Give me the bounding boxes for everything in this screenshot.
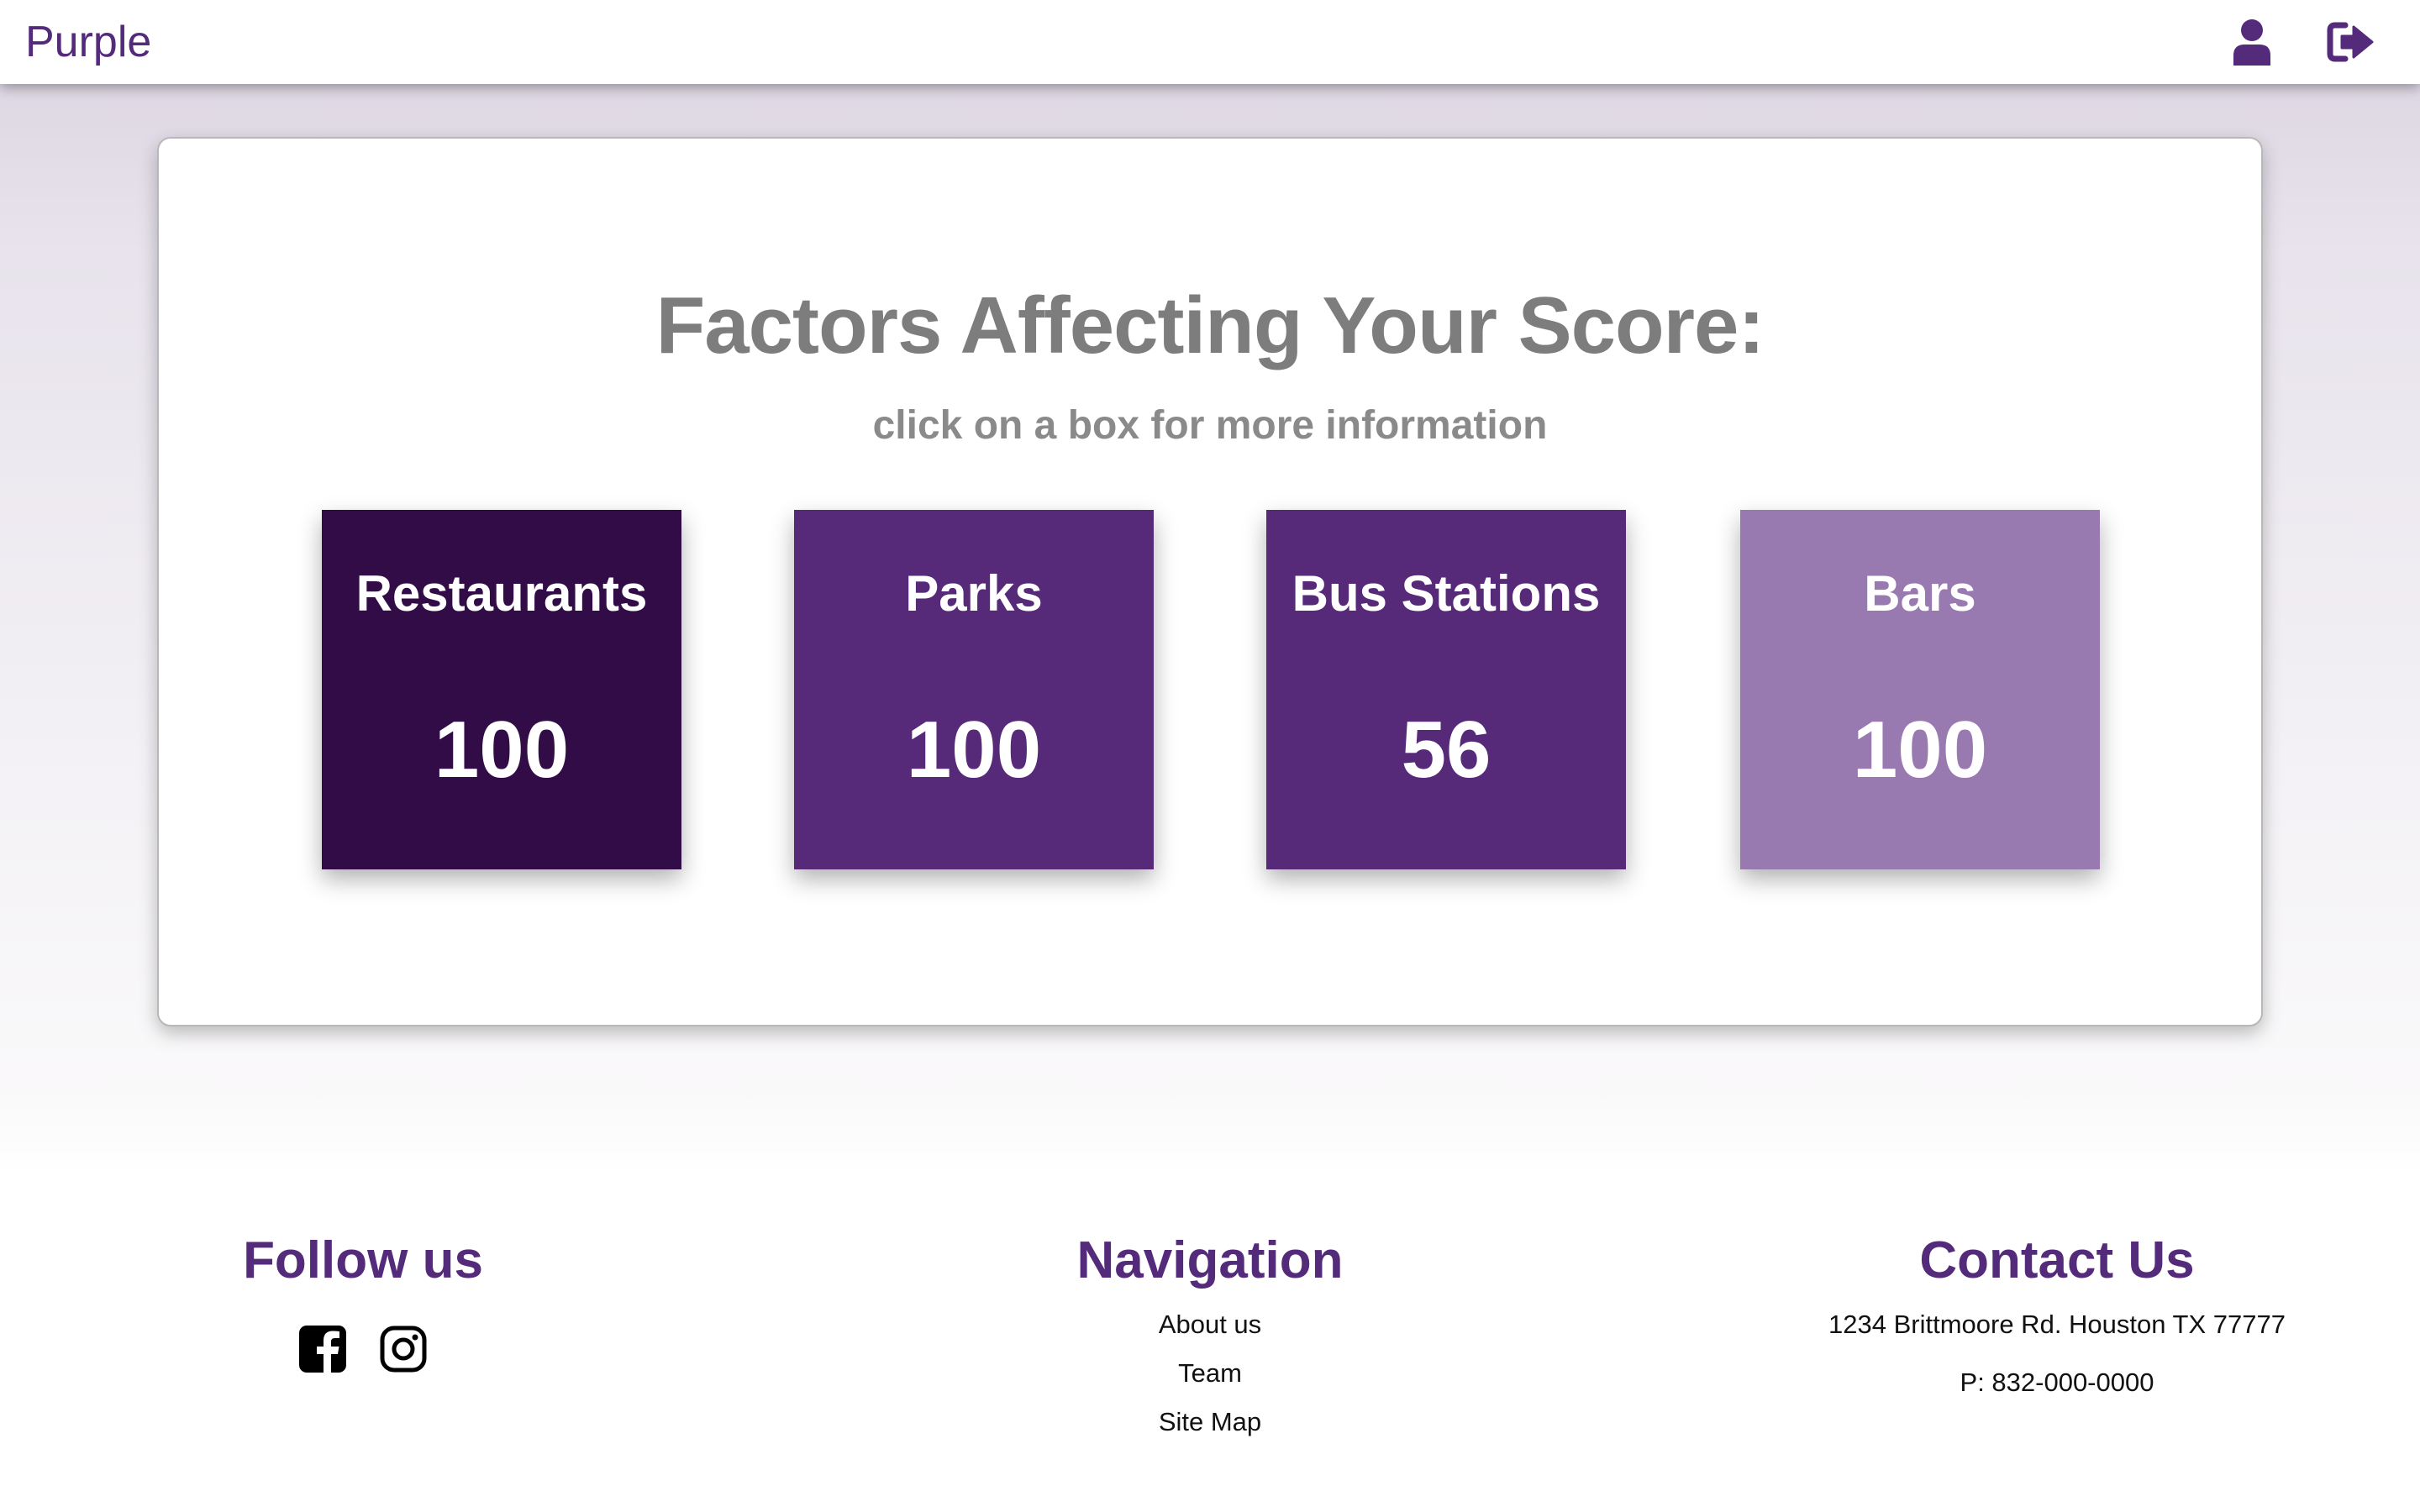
factor-box-bus-stations[interactable]: Bus Stations 56 xyxy=(1266,510,1626,869)
brand-logo-text[interactable]: Purple xyxy=(25,18,152,66)
footer-navigation-section: Navigation About us Team Site Map xyxy=(1042,1231,1378,1436)
factor-score: 56 xyxy=(1401,705,1491,795)
factor-score: 100 xyxy=(1852,705,1988,795)
instagram-icon[interactable] xyxy=(378,1324,429,1374)
contact-address: 1234 Brittmoore Rd. Houston TX 77777 xyxy=(1828,1310,2286,1339)
contact-phone: P: 832-000-0000 xyxy=(1960,1368,2154,1397)
sign-out-icon[interactable] xyxy=(2326,17,2376,67)
factor-score: 100 xyxy=(906,705,1042,795)
factor-box-parks[interactable]: Parks 100 xyxy=(794,510,1154,869)
page-subtitle: click on a box for more information xyxy=(872,403,1548,448)
page-title: Factors Affecting Your Score: xyxy=(655,281,1765,370)
score-factors-card: Factors Affecting Your Score: click on a… xyxy=(157,137,2263,1026)
factor-score: 100 xyxy=(434,705,570,795)
footer-link-about-us[interactable]: About us xyxy=(1158,1310,1262,1339)
footer-contact-section: Contact Us 1234 Brittmoore Rd. Houston T… xyxy=(1721,1231,2393,1397)
footer-link-team[interactable]: Team xyxy=(1178,1358,1242,1388)
follow-heading: Follow us xyxy=(243,1231,483,1289)
factor-name: Bus Stations xyxy=(1292,565,1601,622)
footer-follow-section: Follow us xyxy=(195,1235,531,1374)
top-navbar: Purple xyxy=(0,0,2420,84)
factor-name: Bars xyxy=(1864,565,1976,622)
facebook-icon[interactable] xyxy=(297,1324,348,1374)
factor-name: Parks xyxy=(905,565,1043,622)
navigation-heading: Navigation xyxy=(1076,1231,1344,1289)
social-links xyxy=(195,1324,531,1374)
footer-link-site-map[interactable]: Site Map xyxy=(1158,1407,1262,1436)
contact-heading: Contact Us xyxy=(1919,1231,2195,1289)
factor-box-restaurants[interactable]: Restaurants 100 xyxy=(322,510,681,869)
factor-name: Restaurants xyxy=(355,565,648,622)
site-footer: Follow us Navigation About us Team Site … xyxy=(0,1179,2420,1512)
user-icon[interactable] xyxy=(2227,17,2277,67)
factor-box-bars[interactable]: Bars 100 xyxy=(1740,510,2100,869)
